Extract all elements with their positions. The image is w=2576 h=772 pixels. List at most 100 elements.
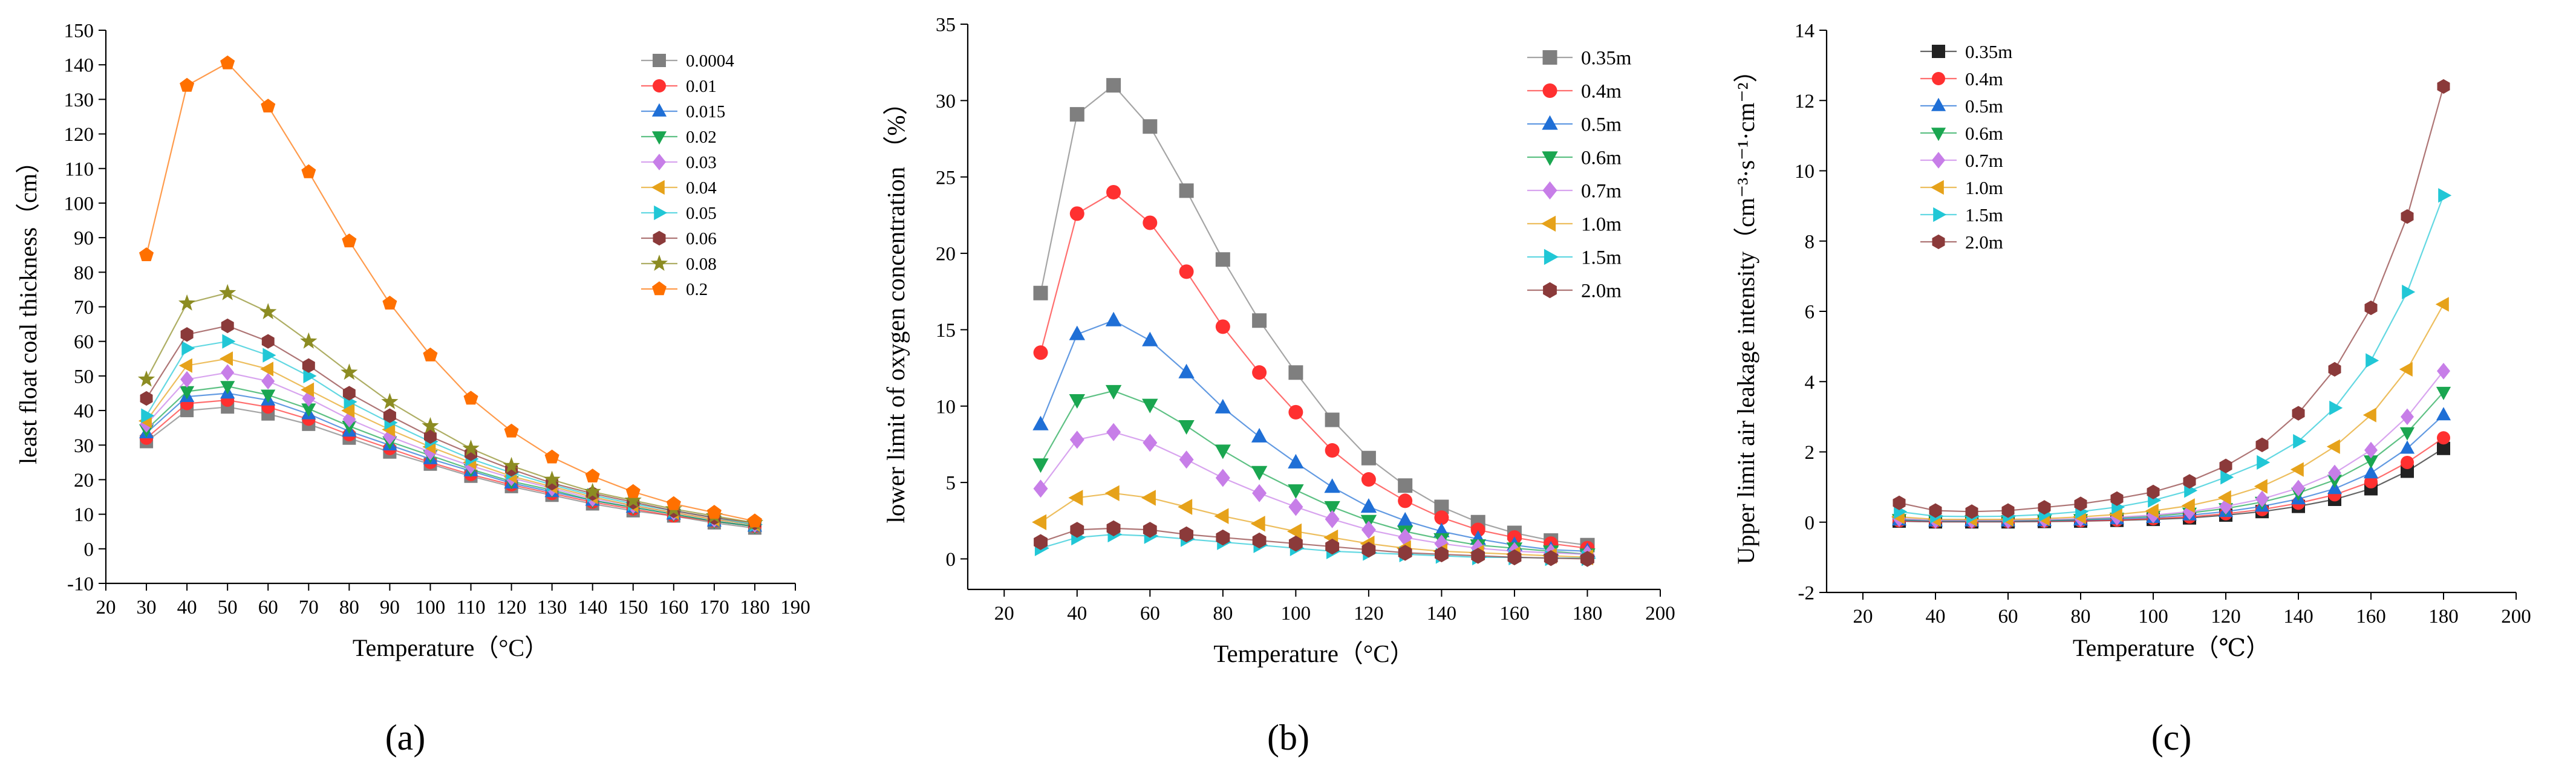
data-point bbox=[2219, 498, 2232, 515]
series-line bbox=[1899, 414, 2444, 522]
data-point bbox=[2401, 408, 2414, 426]
data-point bbox=[2362, 407, 2376, 423]
data-point bbox=[2074, 496, 2087, 511]
data-point bbox=[1141, 490, 1156, 506]
data-point bbox=[1324, 478, 1340, 493]
data-point bbox=[1398, 545, 1412, 561]
data-point bbox=[1288, 536, 1303, 552]
legend-label: 0.015 bbox=[686, 102, 725, 122]
legend: 0.35m 0.4m 0.5m 0.6m 0.7m 1.0m 1.5m 2.0m bbox=[1920, 41, 2012, 253]
legend-label: 0.0004 bbox=[686, 51, 734, 71]
data-point bbox=[261, 372, 275, 390]
data-point bbox=[2327, 475, 2343, 488]
legend-label: 0.6m bbox=[1581, 148, 1622, 169]
y-tick-label: 10 bbox=[1795, 161, 1815, 183]
x-tick-label: 20 bbox=[96, 597, 116, 618]
data-point bbox=[2001, 503, 2015, 518]
y-tick-label: 150 bbox=[64, 21, 94, 42]
data-point bbox=[261, 389, 276, 403]
data-point bbox=[2219, 458, 2232, 473]
series-line bbox=[146, 358, 755, 525]
legend-label: 0.5m bbox=[1581, 114, 1622, 136]
chart-panel-a: 20 30 40 50 60 70 80 90 100 110 120 130 140 150 160 170… bbox=[15, 21, 810, 757]
x-tick-label: 180 bbox=[2428, 606, 2459, 628]
data-point bbox=[1398, 478, 1413, 493]
data-point bbox=[2364, 441, 2378, 459]
data-point bbox=[180, 77, 195, 92]
legend-label: 0.05 bbox=[686, 204, 717, 223]
data-point bbox=[181, 341, 195, 356]
x-tick-label: 140 bbox=[2283, 606, 2314, 628]
data-point bbox=[2436, 407, 2451, 421]
data-point bbox=[1360, 498, 1377, 513]
data-point bbox=[1325, 412, 1340, 427]
legend: 0.35m 0.4m 0.5m 0.6m 0.7m 1.0m 1.5m 2.0m bbox=[1527, 48, 1632, 302]
data-point bbox=[1069, 394, 1085, 409]
data-point bbox=[1214, 508, 1229, 524]
data-point bbox=[1893, 495, 1906, 510]
series-0.2 bbox=[139, 55, 762, 528]
data-point bbox=[221, 364, 235, 381]
data-point bbox=[2363, 465, 2379, 479]
data-point bbox=[1106, 184, 1121, 199]
data-point bbox=[220, 381, 235, 395]
data-point bbox=[1033, 285, 1048, 300]
y-tick-label: 2 bbox=[1805, 442, 1815, 464]
y-tick-label: 0 bbox=[946, 549, 956, 571]
data-point bbox=[1069, 325, 1085, 340]
x-tick-label: 160 bbox=[659, 597, 689, 618]
legend-label: 2.0m bbox=[1581, 281, 1622, 302]
legend-label: 0.5m bbox=[1965, 96, 2003, 117]
data-point bbox=[2399, 362, 2413, 377]
data-point bbox=[1106, 520, 1121, 537]
y-tick-label: 10 bbox=[74, 504, 94, 526]
x-tick-label: 60 bbox=[258, 597, 278, 618]
y-tick-label: 8 bbox=[1805, 231, 1815, 253]
data-point bbox=[1179, 264, 1194, 279]
legend-label: 1.0m bbox=[1581, 214, 1622, 236]
y-tick-label: 5 bbox=[946, 473, 956, 495]
data-point bbox=[2290, 462, 2304, 477]
y-tick-label: 25 bbox=[936, 167, 956, 189]
data-point bbox=[342, 386, 356, 401]
data-point bbox=[2181, 498, 2195, 513]
data-point bbox=[1032, 458, 1049, 473]
series-line bbox=[1899, 303, 2444, 521]
y-tick-label: 20 bbox=[74, 470, 94, 491]
data-point bbox=[1069, 107, 1084, 122]
y-tick-label: 10 bbox=[936, 396, 956, 418]
x-axis-label: Temperature（°C） bbox=[353, 634, 549, 661]
x-tick-label: 140 bbox=[578, 597, 608, 618]
x-tick-label: 200 bbox=[1645, 603, 1675, 624]
data-point bbox=[2257, 455, 2271, 470]
series-2.0m bbox=[1034, 520, 1594, 567]
x-tick-label: 180 bbox=[1573, 603, 1603, 624]
y-tick-label: 120 bbox=[64, 124, 94, 146]
y-tick-label: -2 bbox=[1798, 583, 1815, 605]
legend-label: 0.4m bbox=[1581, 81, 1622, 103]
data-point bbox=[221, 318, 234, 334]
data-point bbox=[1251, 465, 1268, 481]
x-tick-label: 100 bbox=[2138, 606, 2168, 628]
data-point bbox=[1929, 503, 1942, 518]
data-point bbox=[2402, 284, 2416, 300]
legend-label: 1.5m bbox=[1581, 247, 1622, 269]
legend-marker bbox=[651, 103, 667, 117]
legend-marker bbox=[653, 154, 666, 170]
series-0.7m bbox=[1893, 363, 2450, 529]
legend-marker bbox=[654, 205, 668, 221]
data-point bbox=[381, 392, 399, 409]
data-point bbox=[2326, 439, 2340, 454]
data-point bbox=[2147, 484, 2160, 499]
legend-label: 0.2 bbox=[686, 280, 708, 299]
series-0.06 bbox=[140, 318, 761, 530]
panel-label: (b) bbox=[1267, 718, 1309, 757]
data-point bbox=[302, 358, 315, 373]
x-tick-label: 130 bbox=[537, 597, 567, 618]
legend-label: 0.7m bbox=[1581, 181, 1622, 203]
data-point bbox=[1068, 490, 1083, 506]
data-point bbox=[2145, 504, 2159, 519]
y-tick-label: 20 bbox=[936, 244, 956, 265]
data-point bbox=[1215, 319, 1230, 334]
